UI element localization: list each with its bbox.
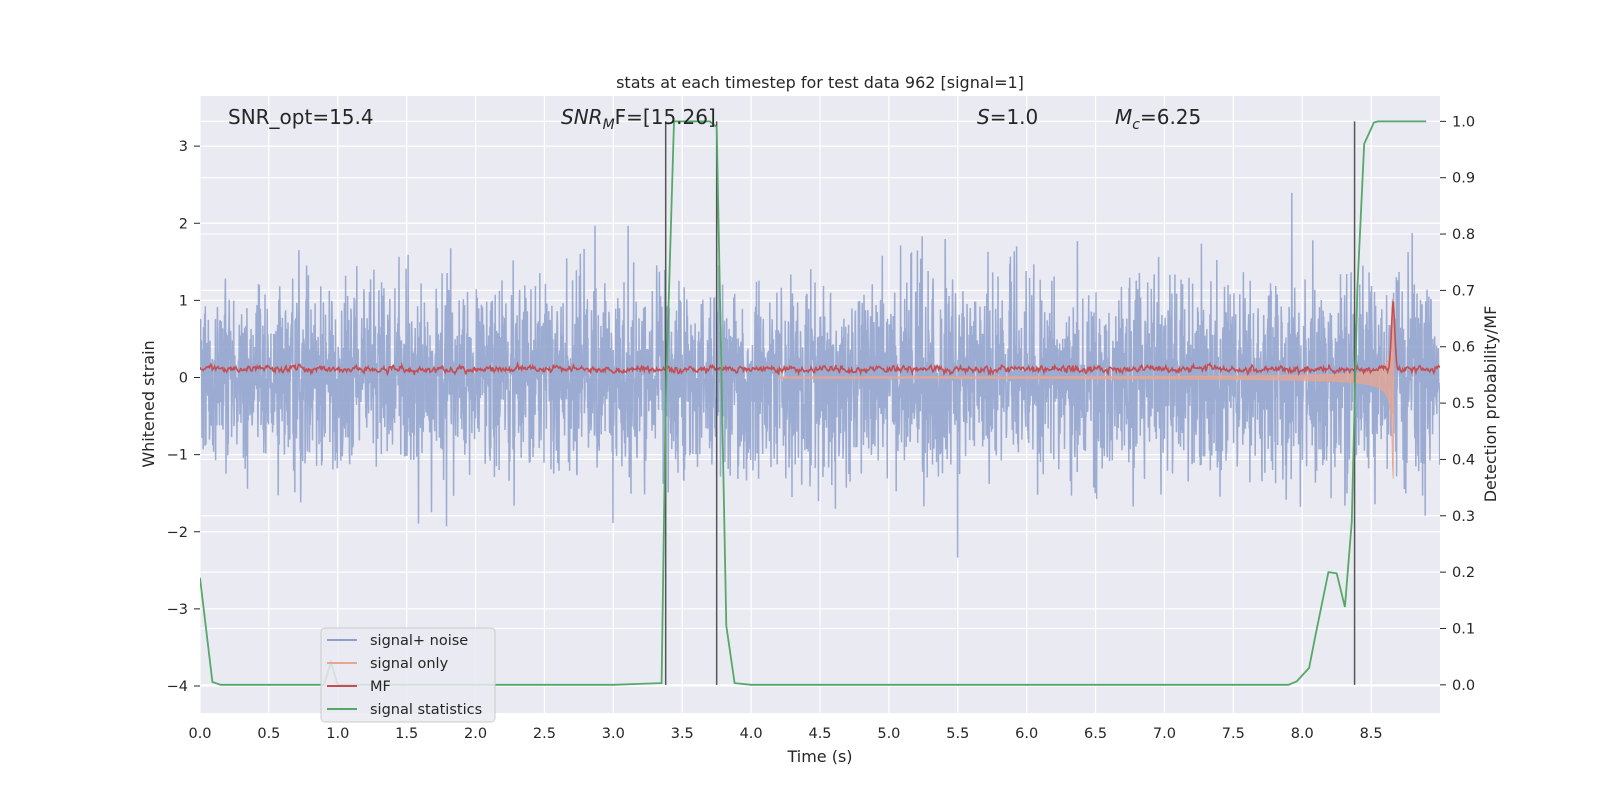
annotation-s: S=1.0: [977, 105, 1038, 129]
y-right-tick-label: 0.8: [1452, 227, 1475, 243]
annotation-snr-mf: SNRMF=[15.26]: [561, 105, 716, 133]
x-tick-label: 3.0: [602, 726, 625, 742]
x-tick-label: 0.5: [257, 726, 280, 742]
y-right-tick-label: 0.6: [1452, 340, 1475, 356]
y-left-tick-label: −3: [167, 602, 188, 618]
x-tick-label: 1.0: [326, 726, 349, 742]
legend-box: [320, 627, 496, 723]
x-tick-label: 0.0: [188, 726, 211, 742]
series-mf: [200, 301, 1440, 377]
y-right-tick-label: 0.0: [1452, 678, 1475, 694]
legend-label-signal-noise: signal+ noise: [370, 633, 468, 649]
y-left-tick-label: 2: [179, 216, 188, 232]
x-tick-label: 8.0: [1291, 726, 1314, 742]
x-tick-label: 8.5: [1360, 726, 1383, 742]
annotation-s-rest: =1.0: [990, 105, 1039, 129]
x-tick-label: 4.5: [808, 726, 831, 742]
annotation-mc-rest: =6.25: [1140, 105, 1201, 129]
y-left-tick-label: −2: [167, 525, 188, 541]
annotation-mc: Mc=6.25: [1115, 105, 1201, 133]
y-left-tick-label: 1: [179, 293, 188, 309]
y-right-tick-label: 0.1: [1452, 621, 1475, 637]
x-tick-label: 2.5: [533, 726, 556, 742]
legend-label-mf: MF: [370, 679, 391, 695]
y-axis-right: 1.0 0.9 0.8 0.7 0.6 0.5 0.4 0.3 0.2 0.1 0.0: [1440, 114, 1475, 694]
series-signal-noise: [200, 192, 1440, 558]
series-signal-only: [778, 296, 1395, 479]
x-tick-label: 3.5: [671, 726, 694, 742]
y-right-tick-label: 0.2: [1452, 565, 1475, 581]
legend-label-signal-statistics: signal statistics: [370, 702, 482, 718]
x-tick-label: 6.5: [1084, 726, 1107, 742]
y-right-tick-label: 1.0: [1452, 114, 1475, 130]
x-tick-label: 5.0: [877, 726, 900, 742]
y-right-tick-label: 0.3: [1452, 509, 1475, 525]
x-axis-title: Time (s): [786, 747, 852, 766]
x-tick-label: 7.5: [1222, 726, 1245, 742]
x-tick-label: 1.5: [395, 726, 418, 742]
y-right-tick-label: 0.4: [1452, 452, 1475, 468]
x-tick-label: 7.0: [1153, 726, 1176, 742]
y-left-tick-label: −1: [167, 448, 188, 464]
y-right-tick-label: 0.7: [1452, 283, 1475, 299]
x-tick-label: 2.0: [464, 726, 487, 742]
y-right-tick-label: 0.5: [1452, 396, 1475, 412]
y-axis-right-title: Detection probability/MF: [1481, 306, 1500, 503]
y-left-tick-label: 3: [179, 139, 188, 155]
y-axis-left: 3 2 1 0 −1 −2 −3 −4: [167, 139, 200, 695]
x-axis: 0.0 0.5 1.0 1.5 2.0 2.5 3.0 3.5 4.0 4.5 5.0 5.5 6.0 6…: [188, 726, 1382, 742]
y-right-tick-label: 0.9: [1452, 171, 1475, 187]
legend-label-signal-only: signal only: [370, 656, 449, 672]
annotation-snr-mf-main: SNR: [561, 105, 603, 129]
annotation-s-main: S: [977, 105, 990, 129]
annotation-snr-mf-rest: F=[15.26]: [615, 105, 716, 129]
y-left-tick-label: −4: [167, 679, 188, 695]
y-axis-left-title: Whitened strain: [139, 340, 158, 467]
annotation-mc-main: M: [1115, 105, 1132, 129]
legend: signal+ noise signal only MF signal stat…: [320, 627, 496, 723]
x-tick-label: 5.5: [946, 726, 969, 742]
annotation-mc-sub: c: [1132, 117, 1140, 133]
annotation-snr-mf-sub: M: [603, 117, 615, 133]
x-tick-label: 6.0: [1015, 726, 1038, 742]
annotation-snr-opt: SNR_opt=15.4: [228, 105, 374, 129]
plot-area: [200, 120, 1440, 686]
y-left-tick-label: 0: [179, 371, 188, 387]
x-tick-label: 4.0: [740, 726, 763, 742]
chart-title: stats at each timestep for test data 962…: [616, 73, 1024, 92]
